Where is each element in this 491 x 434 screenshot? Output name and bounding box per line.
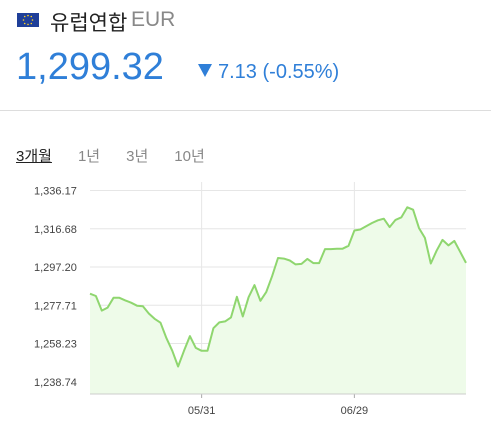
exchange-rate-chart: 1,336.17 1,316.68 1,297.20 1,277.71 1,258.23… <box>34 182 467 417</box>
y-tick-label: 1,238.74 <box>34 377 77 389</box>
series-line <box>89 206 467 368</box>
currency-name: 유럽연합 <box>50 12 128 35</box>
y-tick-label: 1,316.68 <box>34 224 77 236</box>
x-tick-label: 06/29 <box>341 405 369 417</box>
change-percent: (-0.55%) <box>262 61 340 83</box>
eu-flag-icon <box>17 13 39 27</box>
period-tabs: 3개월 1년 3년 10년 <box>16 145 231 166</box>
tab-3-months[interactable]: 3개월 <box>16 148 52 165</box>
currency-code: EUR <box>131 8 176 31</box>
change-value: 7.13 <box>218 61 257 83</box>
x-tick-label: 05/31 <box>188 405 216 417</box>
price-change: 7.13 (-0.55%) <box>198 61 339 84</box>
area-fill <box>90 207 466 394</box>
tab-10-years[interactable]: 10년 <box>174 148 205 165</box>
tab-3-years[interactable]: 3년 <box>126 148 149 165</box>
y-tick-label: 1,297.20 <box>34 262 77 274</box>
y-tick-label: 1,277.71 <box>34 300 77 312</box>
y-tick-label: 1,336.17 <box>34 185 77 197</box>
tab-1-year[interactable]: 1년 <box>77 148 101 165</box>
header-divider <box>0 110 491 111</box>
current-price: 1,299.32 <box>16 46 164 88</box>
y-tick-label: 1,258.23 <box>34 338 77 350</box>
down-triangle-icon <box>198 64 212 77</box>
